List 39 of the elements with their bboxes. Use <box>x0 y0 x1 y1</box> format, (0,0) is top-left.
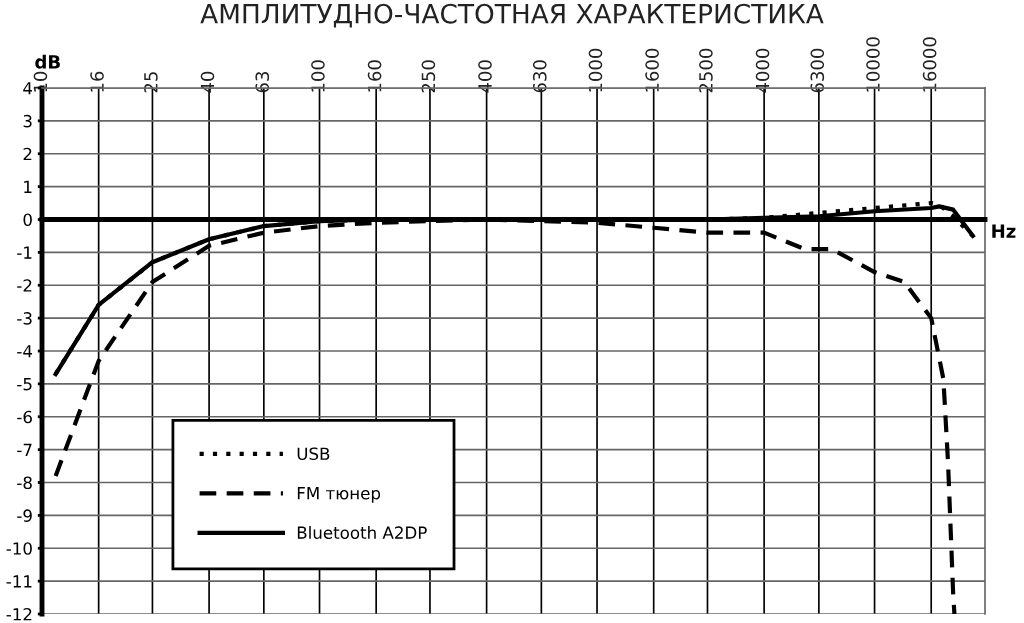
y-tick-label: -10 <box>6 542 32 555</box>
y-axis-title: dB <box>35 54 60 69</box>
legend-label: FM тюнер <box>297 487 381 503</box>
x-tick-label: 400 <box>478 60 492 93</box>
y-tick-label: -2 <box>17 279 32 292</box>
y-tick-label: 3 <box>23 114 32 128</box>
x-tick-label: 250 <box>421 60 436 93</box>
y-tick-label: 4 <box>23 82 33 95</box>
x-tick-label: 100 <box>311 60 325 92</box>
x-tick-label: 2500 <box>699 48 713 93</box>
y-tick-label: -7 <box>17 443 32 456</box>
y-tick-label: -11 <box>6 575 32 588</box>
x-tick-label: 1000 <box>588 48 603 92</box>
y-tick-label: -6 <box>17 410 32 424</box>
x-tick-label: 16000 <box>922 37 937 92</box>
y-tick-label: -5 <box>17 378 32 391</box>
x-tick-label: 160 <box>367 60 382 92</box>
x-tick-label: 630 <box>532 60 547 93</box>
x-tick-label: 63 <box>255 72 270 93</box>
x-axis-title: Hz <box>992 224 1016 238</box>
y-tick-label: 1 <box>24 180 32 193</box>
x-tick-label: 25 <box>144 72 158 93</box>
x-tick-label: 16 <box>90 71 104 92</box>
y-tick-label: -3 <box>17 312 32 325</box>
legend-label: USB <box>297 447 330 461</box>
y-tick-label: 0 <box>23 213 32 227</box>
x-tick-label: 1600 <box>645 48 659 92</box>
chart-title: АМПЛИТУДНО-ЧАСТОТНАЯ ХАРАКТЕРИСТИКА <box>200 3 824 28</box>
x-tick-label: 10000 <box>866 37 880 92</box>
y-tick-label: -9 <box>17 509 32 522</box>
y-tick-label: -4 <box>17 345 33 358</box>
y-tick-label: -1 <box>17 246 32 259</box>
x-tick-label: 4000 <box>755 48 770 93</box>
y-tick-label: -8 <box>17 476 32 490</box>
x-tick-label: 6300 <box>810 48 825 93</box>
x-tick-label: 40 <box>200 71 215 93</box>
y-tick-label: -12 <box>6 607 32 621</box>
y-tick-label: 2 <box>23 147 32 161</box>
legend-label: Bluetooth A2DP <box>297 526 427 539</box>
